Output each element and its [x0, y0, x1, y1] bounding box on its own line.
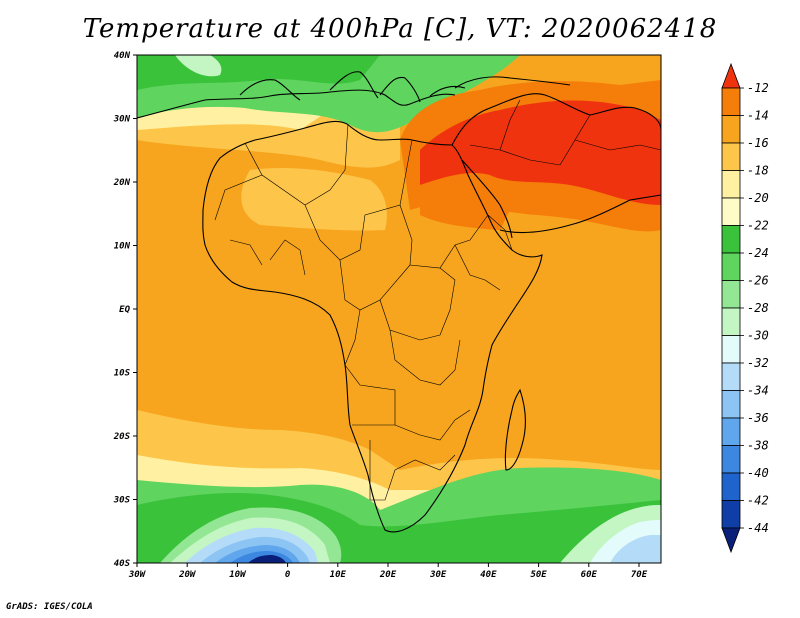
colorbar-label: -34 [747, 384, 769, 398]
lon-tick-label: 60E [581, 570, 598, 580]
colorbar: -12 -14 -16 -18 -20 -22 -24 -26 -28 -30 -32 -34 -36 -… [721, 62, 769, 554]
lat-tick-label: 20N [113, 178, 131, 188]
colorbar-label: -24 [747, 246, 769, 260]
colorbar-swatch [721, 472, 741, 501]
colorbar-label: -12 [747, 81, 769, 95]
lon-tick-label: 70E [631, 570, 648, 580]
lon-tick-label: 20E [379, 570, 397, 580]
colorbar-swatch [721, 170, 741, 199]
lat-tick-label: 10N [114, 242, 131, 252]
colorbar-label: -28 [747, 301, 769, 315]
lat-tick-label: 30S [113, 496, 131, 506]
colorbar-label: -26 [747, 274, 769, 288]
colorbar-label: -32 [747, 356, 769, 370]
lon-tick-label: 30E [429, 570, 447, 580]
colorbar-bottom-triangle [721, 527, 741, 554]
colorbar-swatch [721, 362, 741, 391]
country-borders [214, 99, 661, 501]
lon-tick-label: 40E [480, 570, 497, 580]
coastlines [137, 71, 661, 533]
longitude-axis: 30W 20W 10W 0 10E 20E 30E 40E 50E 60E 70E [128, 563, 648, 580]
colorbar-label: -38 [747, 439, 769, 453]
colorbar-label: -18 [747, 164, 769, 178]
colorbar-swatch [721, 335, 741, 364]
colorbar-swatch [721, 280, 741, 309]
colorbar-label: -40 [747, 466, 769, 480]
colorbar-label: -44 [747, 521, 769, 535]
colorbar-swatch [721, 307, 741, 336]
colorbar-swatch [721, 87, 741, 116]
lat-tick-label: 10S [114, 369, 131, 379]
colorbar-swatch [721, 500, 741, 529]
colorbar-swatch [721, 225, 741, 254]
colorbar-swatch [721, 115, 741, 144]
colorbar-label: -22 [747, 219, 769, 233]
colorbar-swatch [721, 252, 741, 281]
latitude-axis: 40N 30N 20N 10N EQ 10S 20S 30S 40S [113, 51, 137, 569]
temperature-field [137, 55, 661, 563]
map-title: Temperature at 400hPa [C], VT: 202006241… [82, 14, 718, 44]
lat-tick-label: EQ [119, 305, 130, 315]
lon-tick-label: 10W [229, 570, 247, 580]
colorbar-label: -42 [747, 494, 769, 508]
lon-tick-label: 50E [530, 570, 547, 580]
colorbar-label: -16 [747, 136, 769, 150]
lat-tick-label: 40N [114, 51, 131, 61]
colorbar-swatch [721, 142, 741, 171]
lon-tick-label: 20W [178, 570, 197, 580]
footer-credit: GrADS: IGES/COLA [6, 602, 93, 612]
colorbar-swatch [721, 417, 741, 446]
colorbar-swatch [721, 390, 741, 419]
colorbar-label: -36 [747, 411, 769, 425]
colorbar-top-triangle [721, 62, 741, 89]
lat-tick-label: 20S [113, 432, 131, 442]
colorbar-swatch [721, 197, 741, 226]
lat-tick-label: 40S [114, 559, 131, 569]
colorbar-label: -30 [747, 329, 769, 343]
lon-tick-label: 10E [330, 570, 347, 580]
colorbar-label: -14 [747, 109, 769, 123]
lon-tick-label: 30W [128, 570, 147, 580]
lat-tick-label: 30N [113, 115, 131, 125]
colorbar-swatch [721, 445, 741, 474]
colorbar-label: -20 [747, 191, 769, 205]
lon-tick-label: 0 [285, 570, 291, 580]
